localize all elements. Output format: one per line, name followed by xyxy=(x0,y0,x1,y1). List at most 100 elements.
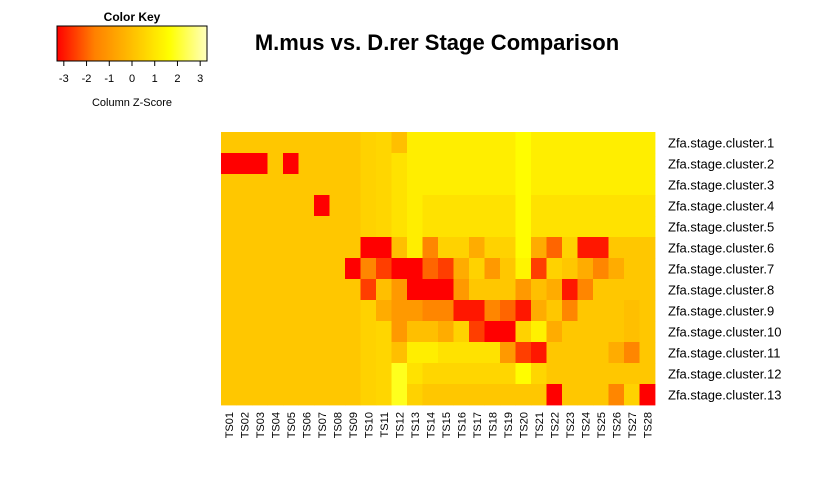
heatmap-cell xyxy=(484,300,501,322)
heatmap-cell xyxy=(577,279,594,301)
heatmap-cell xyxy=(252,195,268,217)
heatmap-cell xyxy=(453,279,470,301)
heatmap-cell xyxy=(283,363,299,385)
column-label: TS18 xyxy=(487,412,499,438)
column-labels: TS01 TS02 TS03 TS04 TS05 TS06 TS07 TS08 TS09 TS10… xyxy=(224,412,655,438)
heatmap-cell xyxy=(515,342,532,364)
heatmap-cell xyxy=(236,258,253,280)
heatmap-cell xyxy=(314,216,330,238)
heatmap-cell xyxy=(593,321,609,343)
heatmap-cell xyxy=(453,237,470,259)
heatmap-cell xyxy=(252,363,268,385)
heatmap-cell xyxy=(639,300,656,322)
heatmap-cell xyxy=(608,153,625,175)
heatmap-cell xyxy=(376,216,392,238)
heatmap-cell xyxy=(236,342,253,364)
column-label: TS22 xyxy=(549,412,561,438)
heatmap-cell xyxy=(593,174,609,196)
heatmap-cell xyxy=(314,258,330,280)
column-label: TS15 xyxy=(441,412,453,438)
heatmap-cell xyxy=(329,174,346,196)
heatmap-cell xyxy=(562,258,578,280)
heatmap-cell xyxy=(608,132,625,154)
heatmap-cell xyxy=(562,132,578,154)
heatmap-cell xyxy=(391,132,408,154)
heatmap-cell xyxy=(345,237,361,259)
column-label: TS04 xyxy=(270,412,282,438)
heatmap-cell xyxy=(391,300,408,322)
heatmap-cell xyxy=(469,237,485,259)
column-label: TS27 xyxy=(627,412,639,438)
heatmap-cell xyxy=(298,342,315,364)
heatmap-cell xyxy=(484,237,501,259)
heatmap-cell xyxy=(546,321,563,343)
heatmap-cell xyxy=(515,321,532,343)
heatmap-cell xyxy=(546,195,563,217)
heatmap-cell xyxy=(531,195,547,217)
heatmap-cell xyxy=(438,237,454,259)
heatmap-cell xyxy=(515,363,532,385)
heatmap-cell xyxy=(500,132,516,154)
heatmap-cell xyxy=(360,363,377,385)
row-label: Zfa.stage.cluster.12 xyxy=(668,367,781,382)
color-key-label: Column Z-Score xyxy=(92,97,172,109)
heatmap-cell xyxy=(624,300,640,322)
heatmap-cell xyxy=(407,237,423,259)
heatmap-cell xyxy=(639,216,656,238)
heatmap-cell xyxy=(298,363,315,385)
heatmap-cell xyxy=(314,237,330,259)
heatmap-cell xyxy=(624,321,640,343)
column-label: TS02 xyxy=(239,412,251,438)
heatmap-cell xyxy=(562,363,578,385)
heatmap-cell xyxy=(515,174,532,196)
heatmap-cell xyxy=(469,363,485,385)
color-key-tick-label: 3 xyxy=(197,73,203,85)
heatmap-cell xyxy=(236,384,253,406)
heatmap-cell xyxy=(360,153,377,175)
heatmap-cell xyxy=(329,132,346,154)
heatmap-cell xyxy=(438,195,454,217)
heatmap-cell xyxy=(329,195,346,217)
heatmap-cell xyxy=(639,321,656,343)
heatmap-cell xyxy=(484,321,501,343)
heatmap-cell xyxy=(422,363,439,385)
row-label: Zfa.stage.cluster.13 xyxy=(668,388,781,403)
heatmap-cell xyxy=(314,321,330,343)
heatmap-cell xyxy=(283,153,299,175)
column-label: TS25 xyxy=(596,412,608,438)
heatmap-cells xyxy=(221,132,656,406)
heatmap-cell xyxy=(345,342,361,364)
heatmap-cell xyxy=(283,174,299,196)
heatmap-cell xyxy=(593,279,609,301)
heatmap-cell xyxy=(624,216,640,238)
heatmap-cell xyxy=(515,300,532,322)
heatmap-cell xyxy=(298,195,315,217)
heatmap-cell xyxy=(267,132,284,154)
heatmap-cell xyxy=(422,279,439,301)
heatmap-cell xyxy=(639,237,656,259)
heatmap-cell xyxy=(376,174,392,196)
row-label: Zfa.stage.cluster.5 xyxy=(668,220,774,235)
heatmap-cell xyxy=(624,132,640,154)
heatmap-cell xyxy=(329,321,346,343)
heatmap-cell xyxy=(376,279,392,301)
heatmap-cell xyxy=(252,174,268,196)
heatmap-cell xyxy=(593,258,609,280)
column-label: TS05 xyxy=(286,412,298,438)
heatmap-cell xyxy=(221,300,237,322)
heatmap-cell xyxy=(438,174,454,196)
heatmap-cell xyxy=(236,174,253,196)
heatmap-cell xyxy=(298,132,315,154)
heatmap-cell xyxy=(484,132,501,154)
chart-title: M.mus vs. D.rer Stage Comparison xyxy=(255,30,619,55)
heatmap-cell xyxy=(515,258,532,280)
heatmap-cell xyxy=(438,342,454,364)
heatmap-cell xyxy=(562,153,578,175)
heatmap-cell xyxy=(236,153,253,175)
heatmap-cell xyxy=(608,342,625,364)
row-label: Zfa.stage.cluster.11 xyxy=(668,346,781,361)
heatmap-cell xyxy=(593,195,609,217)
heatmap-cell xyxy=(546,174,563,196)
heatmap-cell xyxy=(236,132,253,154)
